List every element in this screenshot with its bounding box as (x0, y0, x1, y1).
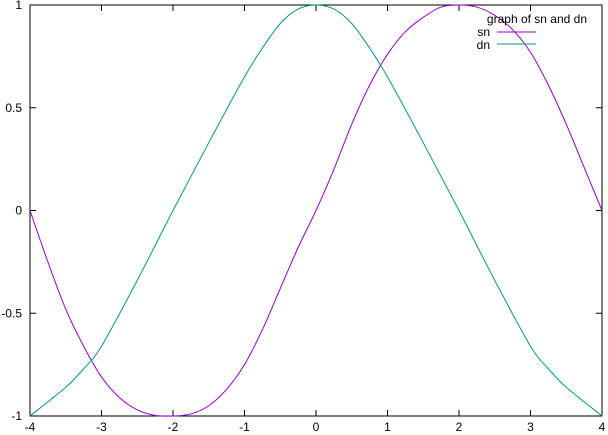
x-tick-label: -3 (96, 420, 107, 434)
y-tick-label: -1 (11, 409, 22, 423)
series-line-dn (29, 4, 603, 417)
y-tick-label: 0 (15, 204, 22, 218)
series-line-sn (29, 4, 603, 417)
legend-label-dn: dn (477, 38, 490, 52)
x-tick-label: 4 (599, 420, 606, 434)
x-tick-label: -2 (168, 420, 179, 434)
x-tick-label: -4 (25, 420, 36, 434)
x-tick-label: -1 (239, 420, 250, 434)
x-tick-label: 2 (456, 420, 463, 434)
legend: graph of sn and dn sn dn (477, 12, 587, 52)
legend-label-sn: sn (477, 25, 490, 39)
x-tick-label: 0 (313, 420, 320, 434)
y-tick-label: 1 (15, 0, 22, 12)
y-tick-label: -0.5 (1, 306, 22, 320)
x-tick-label: 1 (384, 420, 391, 434)
legend-title: graph of sn and dn (487, 12, 587, 26)
y-tick-label: 0.5 (5, 101, 22, 115)
series-group (29, 4, 603, 417)
x-tick-label: 3 (527, 420, 534, 434)
